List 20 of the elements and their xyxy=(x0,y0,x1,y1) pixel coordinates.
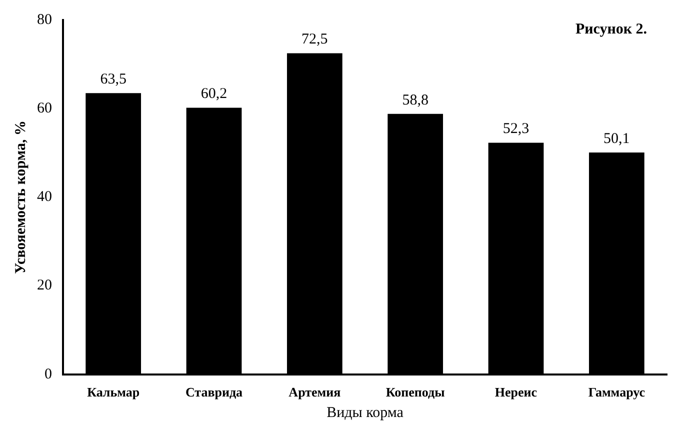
y-tick-label: 0 xyxy=(44,366,52,382)
x-tick-label: Копеподы xyxy=(386,384,445,400)
data-label: 72,5 xyxy=(302,32,328,48)
data-label: 63,5 xyxy=(100,72,126,88)
y-axis-title: Усвояемость корма, % xyxy=(12,120,29,274)
chart-title: Рисунок 2. xyxy=(575,21,648,38)
y-tick-label: 20 xyxy=(37,278,52,294)
y-tick-label: 80 xyxy=(37,12,52,28)
x-tick-label: Гаммарус xyxy=(588,384,646,400)
y-tick-label: 60 xyxy=(37,100,52,117)
x-tick-label: Ставрида xyxy=(185,384,244,400)
data-label: 60,2 xyxy=(200,86,228,102)
x-axis-title: Виды корма xyxy=(326,404,404,421)
y-tick-label: 40 xyxy=(37,189,52,206)
x-tick-label: Кальмар xyxy=(87,384,140,400)
x-tick-label: Артемия xyxy=(288,384,341,400)
data-label: 52,3 xyxy=(502,121,530,138)
data-label: 50,1 xyxy=(604,130,630,147)
x-tick-label: Нереис xyxy=(494,384,538,400)
data-label: 58,8 xyxy=(402,92,428,108)
